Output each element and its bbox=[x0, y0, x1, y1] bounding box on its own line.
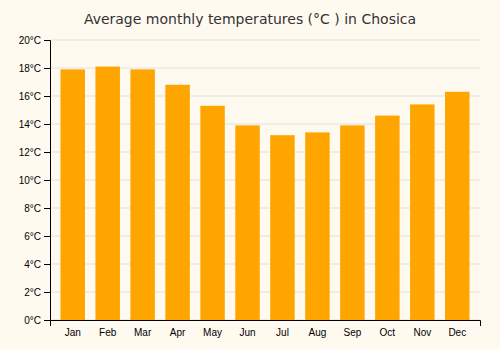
tick-label: 8°C bbox=[24, 203, 41, 214]
chart: 0°C 2°C 4°C 6°C 8°C 10°C 12°C 14°C 16°C 18°C 20°C J… bbox=[0, 0, 500, 350]
grid-line bbox=[50, 40, 480, 41]
tick-mark bbox=[44, 236, 50, 237]
tick-label: 20°C bbox=[19, 35, 41, 46]
tick: May bbox=[203, 327, 222, 338]
plot: 0°C 2°C 4°C 6°C 8°C 10°C 12°C 14°C 16°C 18°C 20°C J… bbox=[19, 35, 481, 338]
bars bbox=[60, 67, 469, 320]
tick: Jun bbox=[239, 327, 255, 338]
tick-label: 2°C bbox=[24, 287, 41, 298]
bar bbox=[95, 67, 119, 320]
tick-mark bbox=[44, 292, 50, 293]
bar bbox=[375, 116, 399, 320]
tick-label: May bbox=[203, 327, 222, 338]
tick: Sep bbox=[343, 327, 361, 338]
tick: 2°C bbox=[24, 287, 50, 298]
tick-mark bbox=[44, 152, 50, 153]
bar bbox=[165, 85, 189, 320]
tick-label: 14°C bbox=[19, 119, 41, 130]
bar bbox=[200, 106, 224, 320]
tick: 4°C bbox=[24, 259, 50, 270]
tick: 18°C bbox=[19, 63, 50, 74]
bar bbox=[340, 125, 364, 320]
tick-label: Apr bbox=[170, 327, 186, 338]
tick-label: 10°C bbox=[19, 175, 41, 186]
tick-mark bbox=[44, 96, 50, 97]
tick: 16°C bbox=[19, 91, 50, 102]
bar bbox=[60, 69, 84, 320]
tick-label: Aug bbox=[309, 327, 327, 338]
tick-label: Jun bbox=[239, 327, 255, 338]
tick: 14°C bbox=[19, 119, 50, 130]
tick-label: 4°C bbox=[24, 259, 41, 270]
tick-label: Mar bbox=[134, 327, 152, 338]
bar bbox=[305, 132, 329, 320]
tick-label: 6°C bbox=[24, 231, 41, 242]
tick-label: 18°C bbox=[19, 63, 41, 74]
tick-label: Oct bbox=[380, 327, 396, 338]
bar bbox=[130, 69, 154, 320]
bar bbox=[270, 135, 294, 320]
tick-label: Nov bbox=[413, 327, 431, 338]
tick: Apr bbox=[170, 327, 186, 338]
tick: Mar bbox=[134, 327, 152, 338]
tick: Oct bbox=[380, 327, 396, 338]
tick-mark bbox=[44, 68, 50, 69]
axis-line bbox=[44, 41, 51, 321]
tick: Nov bbox=[413, 327, 431, 338]
x-axis: Jan Feb Mar Apr May Jun Jul Aug Sep Oct Nov Dec bbox=[51, 321, 481, 339]
tick: 12°C bbox=[19, 147, 50, 158]
tick-label: 12°C bbox=[19, 147, 41, 158]
y-axis: 0°C 2°C 4°C 6°C 8°C 10°C 12°C 14°C 16°C 18°C 20°C bbox=[19, 35, 51, 326]
tick: Jan bbox=[65, 327, 81, 338]
bar bbox=[235, 125, 259, 320]
tick-label: Jan bbox=[65, 327, 81, 338]
bar bbox=[445, 92, 469, 320]
tick-mark bbox=[44, 320, 50, 321]
tick-mark bbox=[44, 180, 50, 181]
tick-mark bbox=[44, 208, 50, 209]
tick-mark bbox=[44, 264, 50, 265]
grid bbox=[50, 40, 480, 320]
tick: Feb bbox=[99, 327, 117, 338]
bar bbox=[410, 104, 434, 320]
tick: Jul bbox=[276, 327, 289, 338]
tick-label: Dec bbox=[448, 327, 466, 338]
tick: 0°C bbox=[24, 315, 50, 326]
tick: 20°C bbox=[19, 35, 50, 46]
tick-label: 0°C bbox=[24, 315, 41, 326]
tick-label: Jul bbox=[276, 327, 289, 338]
tick-label: Sep bbox=[343, 327, 361, 338]
tick-mark bbox=[44, 40, 50, 41]
tick: 10°C bbox=[19, 175, 50, 186]
tick: Aug bbox=[309, 327, 327, 338]
tick-mark bbox=[44, 124, 50, 125]
tick-label: 16°C bbox=[19, 91, 41, 102]
tick-label: Feb bbox=[99, 327, 117, 338]
axis-line bbox=[51, 321, 481, 327]
tick: 6°C bbox=[24, 231, 50, 242]
tick: 8°C bbox=[24, 203, 50, 214]
title: Average monthly temperatures (°C ) in Ch… bbox=[84, 11, 416, 27]
tick: Dec bbox=[448, 327, 466, 338]
